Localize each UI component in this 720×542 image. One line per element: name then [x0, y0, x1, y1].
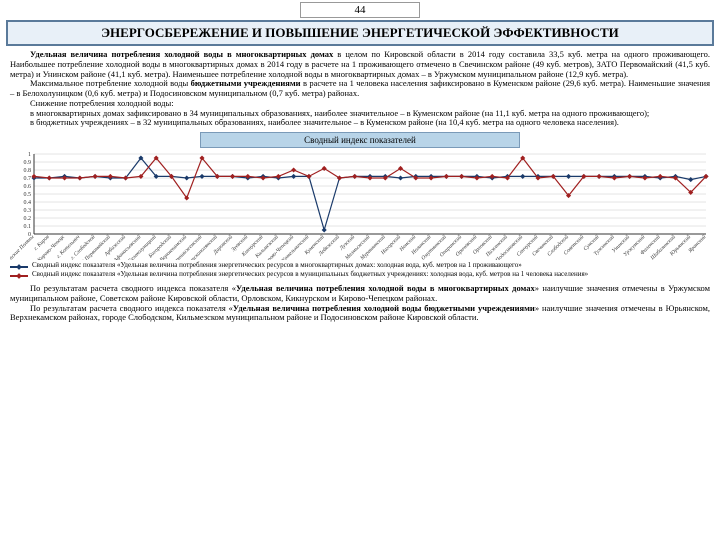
legend-marker-series2 — [10, 273, 28, 279]
svg-text:0.3: 0.3 — [24, 208, 32, 214]
page-number: 44 — [300, 2, 420, 18]
chart-container: 00.10.20.30.40.50.60.70.80.91г. Вятские … — [10, 150, 710, 260]
svg-text:0.7: 0.7 — [24, 176, 32, 182]
svg-text:0.4: 0.4 — [24, 200, 32, 206]
legend-text-1: Сводный индекс показателя «Удельная вели… — [32, 262, 522, 270]
page-title: ЭНЕРГОСБЕРЕЖЕНИЕ И ПОВЫШЕНИЕ ЭНЕРГЕТИЧЕС… — [6, 20, 714, 46]
svg-text:0.2: 0.2 — [24, 216, 32, 222]
chart-legend: Сводный индекс показателя «Удельная вели… — [0, 260, 720, 282]
legend-text-2: Сводный индекс показателя «Удельная вели… — [32, 271, 588, 279]
chart-title: Сводный индекс показателей — [200, 132, 520, 148]
svg-text:0.6: 0.6 — [24, 184, 32, 190]
svg-text:0.5: 0.5 — [24, 192, 32, 198]
legend-marker-series1 — [10, 264, 28, 270]
svg-text:1: 1 — [28, 152, 31, 158]
body-paragraphs: Удельная величина потребления холодной в… — [0, 48, 720, 130]
footer-paragraphs: По результатам расчета сводного индекса … — [0, 282, 720, 325]
svg-text:0.8: 0.8 — [24, 168, 32, 174]
svg-text:0.9: 0.9 — [24, 160, 32, 166]
svg-text:г. Вятские Поляны: г. Вятские Поляны — [10, 234, 36, 260]
svg-text:0.1: 0.1 — [24, 224, 32, 230]
line-chart: 00.10.20.30.40.50.60.70.80.91г. Вятские … — [10, 150, 710, 260]
